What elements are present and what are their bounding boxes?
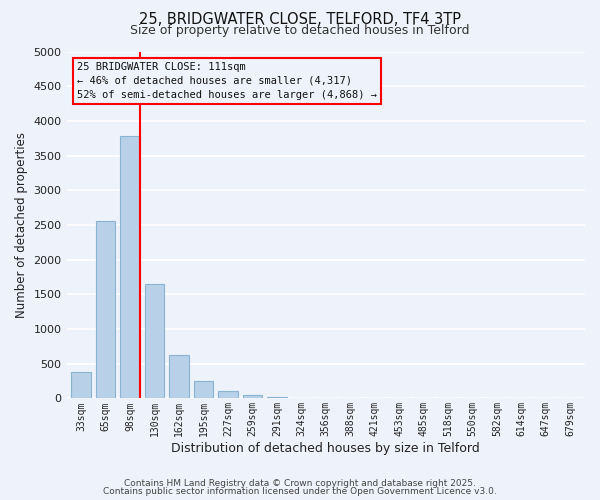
Text: 25 BRIDGWATER CLOSE: 111sqm
← 46% of detached houses are smaller (4,317)
52% of : 25 BRIDGWATER CLOSE: 111sqm ← 46% of det… — [77, 62, 377, 100]
Bar — [218, 392, 238, 398]
Bar — [169, 356, 189, 399]
Text: Contains HM Land Registry data © Crown copyright and database right 2025.: Contains HM Land Registry data © Crown c… — [124, 478, 476, 488]
Text: Contains public sector information licensed under the Open Government Licence v3: Contains public sector information licen… — [103, 487, 497, 496]
Bar — [121, 136, 140, 398]
Bar — [194, 381, 213, 398]
Bar — [145, 284, 164, 399]
Bar — [242, 395, 262, 398]
Text: 25, BRIDGWATER CLOSE, TELFORD, TF4 3TP: 25, BRIDGWATER CLOSE, TELFORD, TF4 3TP — [139, 12, 461, 28]
Bar — [71, 372, 91, 398]
Text: Size of property relative to detached houses in Telford: Size of property relative to detached ho… — [130, 24, 470, 37]
Bar — [96, 222, 115, 398]
Y-axis label: Number of detached properties: Number of detached properties — [15, 132, 28, 318]
Bar — [267, 397, 287, 398]
X-axis label: Distribution of detached houses by size in Telford: Distribution of detached houses by size … — [172, 442, 480, 455]
